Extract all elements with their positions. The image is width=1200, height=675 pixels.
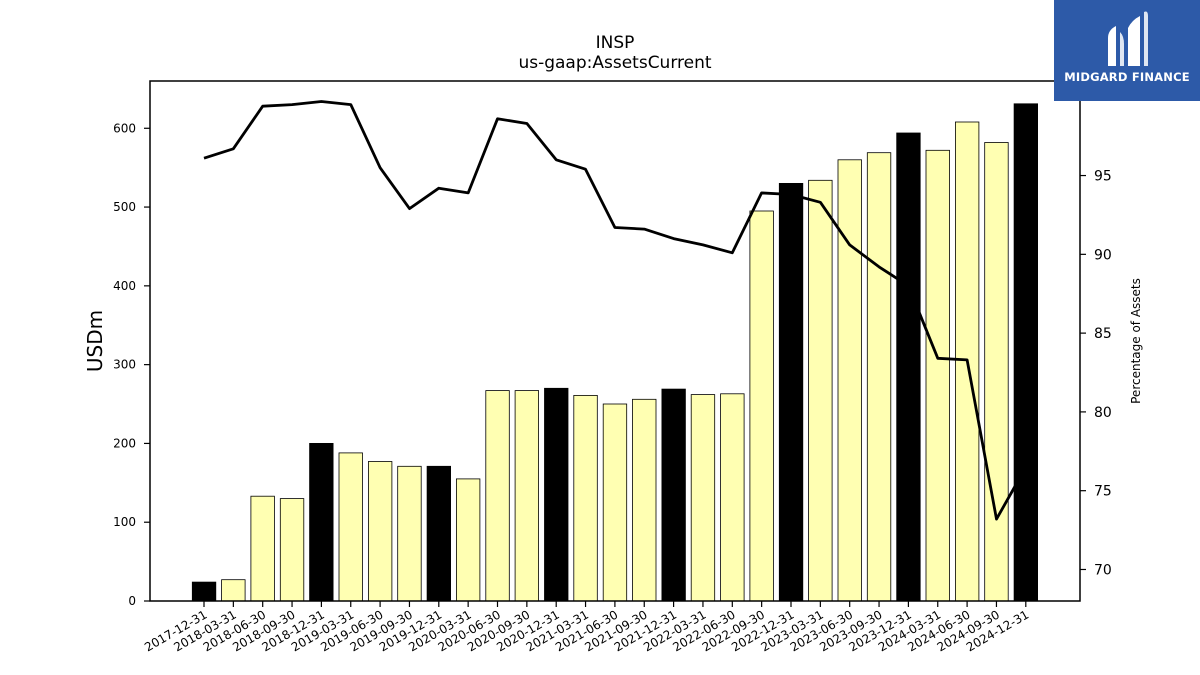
bar-2018-09-30 xyxy=(279,498,305,602)
bar-group xyxy=(191,103,1038,602)
bar-2018-12-31 xyxy=(309,442,334,602)
bar-2018-03-31 xyxy=(221,579,246,602)
chart-title: INSP xyxy=(596,33,635,53)
bar-2022-12-31 xyxy=(778,182,804,602)
y2-tick-label: 70 xyxy=(1094,562,1112,578)
logo-mark-icon xyxy=(1108,11,1148,66)
bar-2020-09-30 xyxy=(514,390,539,602)
brand-logo: MIDGARD FINANCE xyxy=(1054,0,1200,101)
y-tick-label: 600 xyxy=(113,121,136,135)
bar-2022-03-31 xyxy=(690,394,716,602)
bar-2019-12-31 xyxy=(426,465,452,602)
brand-name: MIDGARD FINANCE xyxy=(1064,70,1190,84)
bar-2022-06-30 xyxy=(720,393,745,602)
bar-2020-03-31 xyxy=(455,478,481,602)
y2-tick-label: 75 xyxy=(1094,484,1112,500)
y-axis-label: USDm xyxy=(83,310,107,372)
y-axis-right: 70 75 80 85 90 95 xyxy=(1080,169,1112,578)
bar-2024-03-31 xyxy=(925,149,950,602)
y-axis-left: 0 100 200 300 400 500 600 xyxy=(113,121,150,608)
bar-2019-03-31 xyxy=(338,452,363,602)
bar-2023-06-30 xyxy=(837,159,862,602)
y-tick-label: 400 xyxy=(113,279,136,293)
y2-tick-label: 95 xyxy=(1094,169,1112,185)
x-axis: 2017-12-312018-03-312018-06-302018-09-30… xyxy=(142,601,1031,654)
bar-2021-09-30 xyxy=(632,398,657,602)
bar-2017-12-31 xyxy=(191,581,217,602)
bar-2018-06-30 xyxy=(250,495,275,602)
bar-2019-09-30 xyxy=(397,465,422,602)
y2-tick-label: 90 xyxy=(1094,247,1112,263)
y-tick-label: 300 xyxy=(113,358,136,372)
bar-2023-09-30 xyxy=(866,152,892,602)
y-tick-label: 200 xyxy=(113,436,136,450)
bar-2024-12-31 xyxy=(1013,103,1038,602)
y2-tick-label: 85 xyxy=(1094,326,1112,342)
y-tick-label: 0 xyxy=(128,594,136,608)
y2-tick-label: 80 xyxy=(1094,405,1112,421)
bar-2022-09-30 xyxy=(749,210,774,602)
bar-2021-12-31 xyxy=(661,388,686,602)
bar-2021-03-31 xyxy=(573,394,598,602)
bar-2019-06-30 xyxy=(367,461,393,602)
bar-2020-06-30 xyxy=(485,390,510,602)
bar-2021-06-30 xyxy=(602,403,628,602)
percentage-line xyxy=(203,100,1028,521)
bar-2023-12-31 xyxy=(896,132,921,602)
bar-2024-09-30 xyxy=(984,142,1009,602)
chart-subtitle: us-gaap:AssetsCurrent xyxy=(518,53,711,73)
y2-axis-label: Percentage of Assets xyxy=(1129,278,1143,404)
y-tick-label: 500 xyxy=(113,200,136,214)
y-tick-label: 100 xyxy=(113,515,136,529)
bar-2023-03-31 xyxy=(808,179,833,602)
bar-2020-12-31 xyxy=(544,387,569,602)
